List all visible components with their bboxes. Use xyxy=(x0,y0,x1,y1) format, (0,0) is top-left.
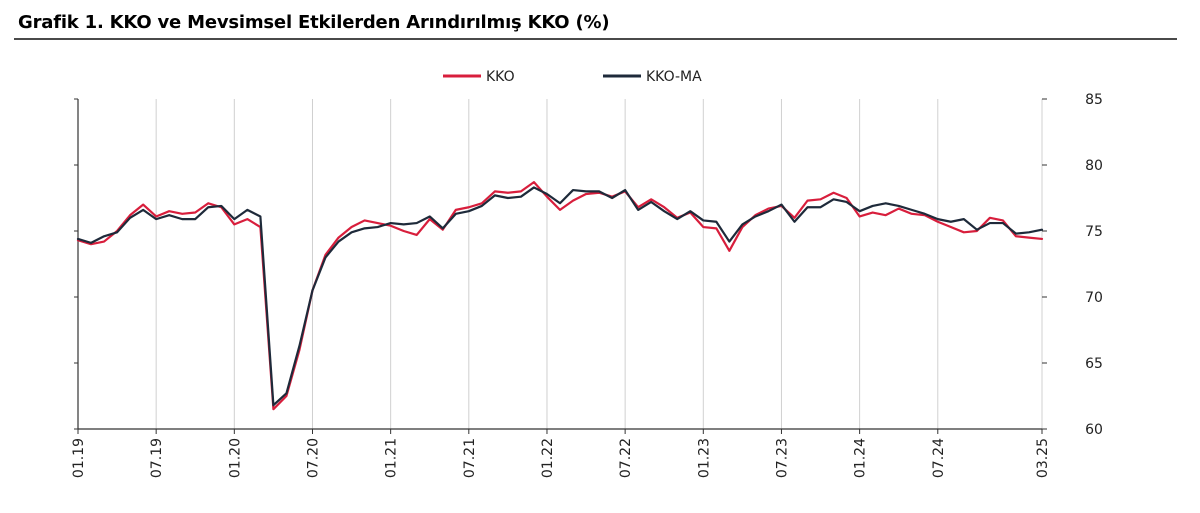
x-tick-label: 07.23 xyxy=(774,438,790,478)
x-tick-label: 01.20 xyxy=(227,438,243,478)
y-tick-label: 85 xyxy=(1085,92,1103,108)
x-tick-label: 01.21 xyxy=(384,438,400,478)
chart-title-block: Grafik 1. KKO ve Mevsimsel Etkilerden Ar… xyxy=(14,6,1177,40)
x-tick-label: 07.19 xyxy=(149,438,165,478)
title-underline xyxy=(14,38,1177,40)
x-tick-label: 07.22 xyxy=(618,438,634,478)
legend-label-kko: KKO xyxy=(486,69,515,85)
y-tick-label: 65 xyxy=(1085,356,1103,372)
y-tick-label: 75 xyxy=(1085,224,1103,240)
vertical-gridlines xyxy=(155,99,1043,429)
x-tick-label: 01.24 xyxy=(853,438,869,478)
x-tick-label: 01.23 xyxy=(696,438,712,478)
y-tick-label: 80 xyxy=(1085,158,1103,174)
x-tick-label: 01.19 xyxy=(71,438,87,478)
chart-title: Grafik 1. KKO ve Mevsimsel Etkilerden Ar… xyxy=(18,12,610,33)
x-tick-label: 07.24 xyxy=(931,438,947,478)
axes: 60 65 70 75 80 85 01.19 07.19 01.20 07.20 01.21 07.… xyxy=(71,92,1103,478)
series-line-kko xyxy=(76,181,1044,411)
series-line-kko-ma xyxy=(76,186,1044,407)
x-tick-label: 07.20 xyxy=(305,438,321,478)
series-lines xyxy=(76,181,1044,411)
x-tick-label: 01.22 xyxy=(540,438,556,478)
x-tick-label: 03.25 xyxy=(1035,438,1051,478)
legend-label-kko-ma: KKO-MA xyxy=(646,69,702,85)
legend: KKO KKO-MA xyxy=(443,69,702,85)
y-tick-label: 70 xyxy=(1085,290,1103,306)
y-tick-label: 60 xyxy=(1085,422,1103,438)
x-tick-label: 07.21 xyxy=(462,438,478,478)
